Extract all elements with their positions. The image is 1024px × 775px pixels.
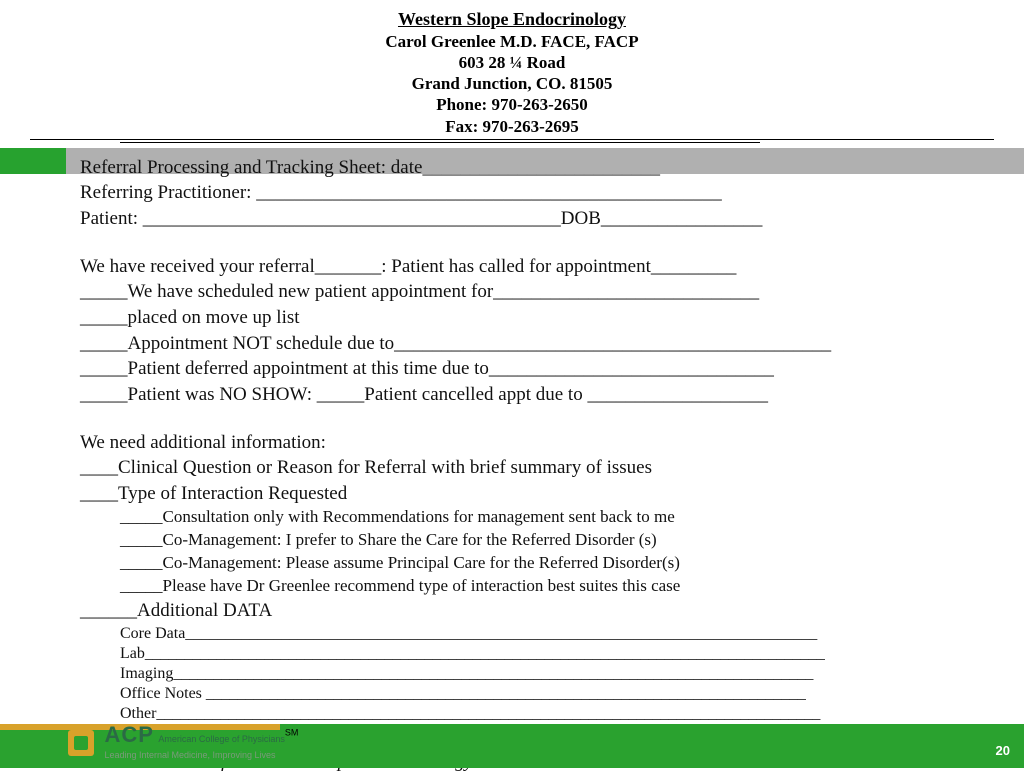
acp-logo: ACP American College of PhysiciansSM Lea… <box>68 724 298 762</box>
form-line: ____Clinical Question or Reason for Refe… <box>80 455 976 481</box>
form-line: _____Appointment NOT schedule due to____… <box>80 331 976 357</box>
form-subline: _____Co-Management: I prefer to Share th… <box>80 529 976 552</box>
form-body: Referral Processing and Tracking Sheet: … <box>0 143 1024 775</box>
form-line: We need additional information: <box>80 430 976 456</box>
letterhead: Western Slope Endocrinology Carol Greenl… <box>0 0 1024 137</box>
address-line-2: Grand Junction, CO. 81505 <box>0 73 1024 94</box>
form-data-line: Lab_____________________________________… <box>80 644 976 664</box>
form-line: _____We have scheduled new patient appoi… <box>80 279 976 305</box>
fax-line: Fax: 970-263-2695 <box>0 116 1024 137</box>
footer-accent-green <box>280 724 1024 730</box>
form-line: ____Type of Interaction Requested <box>80 481 976 507</box>
form-subline: _____Please have Dr Greenlee recommend t… <box>80 575 976 598</box>
form-line: We have received your referral_______: P… <box>80 254 976 280</box>
form-line: _____Patient deferred appointment at thi… <box>80 356 976 382</box>
form-line: Referral Processing and Tracking Sheet: … <box>80 155 976 181</box>
form-subline: _____Consultation only with Recommendati… <box>80 506 976 529</box>
acp-logo-text: ACP <box>104 722 153 747</box>
address-line-1: 603 28 ¼ Road <box>0 52 1024 73</box>
form-data-line: Core Data_______________________________… <box>80 624 976 644</box>
page-number: 20 <box>996 743 1010 758</box>
practice-name: Western Slope Endocrinology <box>0 8 1024 31</box>
form-line: _____Patient was NO SHOW: _____Patient c… <box>80 382 976 408</box>
phone-line: Phone: 970-263-2650 <box>0 94 1024 115</box>
form-line: Patient: _______________________________… <box>80 206 976 232</box>
form-line: ______Additional DATA <box>80 598 976 624</box>
acp-logo-icon <box>68 730 94 756</box>
acp-logo-tagline: Leading Internal Medicine, Improving Liv… <box>104 750 275 760</box>
form-data-line: Imaging_________________________________… <box>80 664 976 684</box>
physician-name: Carol Greenlee M.D. FACE, FACP <box>0 31 1024 52</box>
form-data-line: Other___________________________________… <box>80 704 976 724</box>
form-subline: _____Co-Management: Please assume Princi… <box>80 552 976 575</box>
form-line: _____placed on move up list <box>80 305 976 331</box>
form-data-line: Office Notes ___________________________… <box>80 684 976 704</box>
acp-logo-sub: American College of Physicians <box>158 734 285 744</box>
header-rule <box>30 139 994 140</box>
form-line: Referring Practitioner: ________________… <box>80 180 976 206</box>
sm-mark: SM <box>285 728 299 738</box>
